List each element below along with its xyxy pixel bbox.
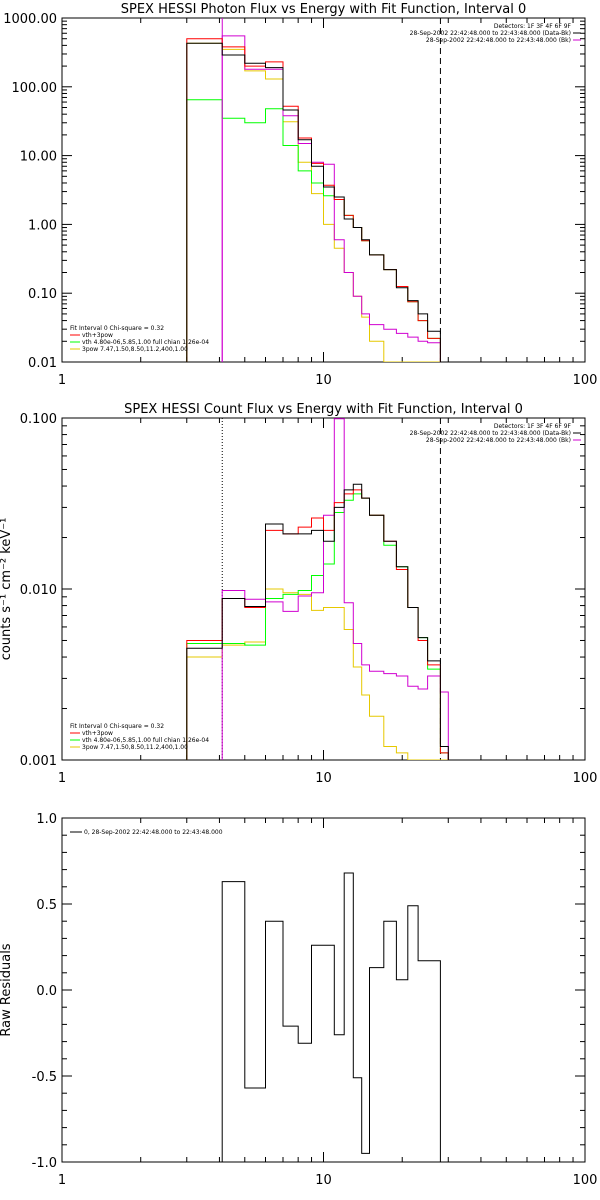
series-vth [186, 493, 449, 760]
y-tick-label: 0.010 [20, 583, 57, 598]
y-tick-label: 0.001 [20, 754, 57, 769]
series-vth-3pow [186, 38, 441, 362]
chart-title: SPEX HESSI Photon Flux vs Energy with Fi… [121, 2, 527, 17]
y-tick-label: 10.00 [20, 150, 57, 165]
series-3pow [186, 588, 449, 760]
series-3pow [186, 42, 441, 362]
x-tick-label: 10 [315, 771, 332, 786]
legend-entry: vth+3pow [82, 332, 113, 339]
axes-frame [61, 817, 586, 1163]
series-bk [221, 418, 449, 760]
y-tick-label: 1.00 [28, 218, 57, 233]
x-tick-label: 1 [58, 1173, 66, 1188]
series-bk [221, 35, 441, 362]
y-tick-label: 0.5 [36, 898, 57, 913]
y-tick-label: 1000.00 [3, 12, 57, 27]
chart-panel-1: SPEX HESSI Photon Flux vs Energy with Fi… [3, 2, 597, 388]
y-tick-label: 0.10 [28, 287, 57, 302]
legend-entry: vth 4.80e-06,5.85,1.00 full chian 1.26e-… [82, 339, 209, 346]
legend-entry: vth 4.80e-06,5.85,1.00 full chian 1.26e-… [82, 737, 209, 744]
legend-entry: Fit Interval 0 Chi-square = 0.32 [70, 723, 164, 730]
y-axis-label: Raw Residuals [0, 943, 14, 1036]
y-tick-label: 0.01 [28, 356, 57, 371]
x-tick-label: 1 [58, 373, 66, 388]
legend-entry: 3pow 7.47,1.50,8.50,11.2,400,1.00 [82, 346, 188, 353]
x-tick-label: 1 [58, 771, 66, 786]
y-tick-label: -0.5 [32, 1070, 57, 1085]
chart-panel-2: SPEX HESSI Count Flux vs Energy with Fit… [0, 402, 597, 786]
y-tick-label: 1.0 [36, 812, 57, 827]
series-group [221, 872, 441, 1162]
info-line: Detectors: 1F 3F 4F 6F 9F [494, 423, 572, 430]
x-tick-label: 100 [573, 1173, 598, 1188]
series-group [186, 418, 449, 760]
legend-entry: Fit Interval 0 Chi-square = 0.32 [70, 325, 164, 332]
legend-entry: 3pow 7.47,1.50,8.50,11.2,400,1.00 [82, 744, 188, 751]
legend-entry: 0, 28-Sep-2002 22:42:48.000 to 22:43:48.… [84, 829, 223, 836]
info-line: 28-Sep-2002 22:42:48.000 to 22:43:48.000… [410, 30, 571, 37]
x-tick-label: 100 [573, 373, 598, 388]
x-tick-label: 100 [573, 771, 598, 786]
chart-panel-3: Raw Residuals 1 10 100 -1.0 -0.5 0.0 0.5 1.0 0, 2… [0, 812, 597, 1188]
y-tick-label: 0.0 [36, 984, 57, 999]
x-tick-label: 10 [315, 373, 332, 388]
info-line: Detectors: 1F 3F 4F 6F 9F [494, 23, 572, 30]
legend-entry: vth+3pow [82, 730, 113, 737]
series-data-bk [186, 42, 441, 362]
info-line: 28-Sep-2002 22:42:48.000 to 22:43:48.000… [410, 430, 571, 437]
series-0 [221, 872, 441, 1162]
series-vth [186, 99, 441, 362]
y-tick-label: -1.0 [32, 1156, 57, 1171]
chart-title: SPEX HESSI Count Flux vs Energy with Fit… [124, 402, 523, 417]
info-line: 28-Sep-2002 22:42:48.000 to 22:43:48.000… [426, 437, 571, 444]
y-axis-label: counts s⁻¹ cm⁻² keV⁻¹ [0, 518, 14, 661]
info-line: 28-Sep-2002 22:42:48.000 to 22:43:48.000… [426, 37, 571, 44]
y-tick-label: 0.100 [20, 412, 57, 427]
series-group [186, 35, 441, 362]
x-tick-label: 10 [315, 1173, 332, 1188]
y-tick-label: 100.00 [12, 81, 58, 96]
series-data-bk [186, 483, 449, 760]
